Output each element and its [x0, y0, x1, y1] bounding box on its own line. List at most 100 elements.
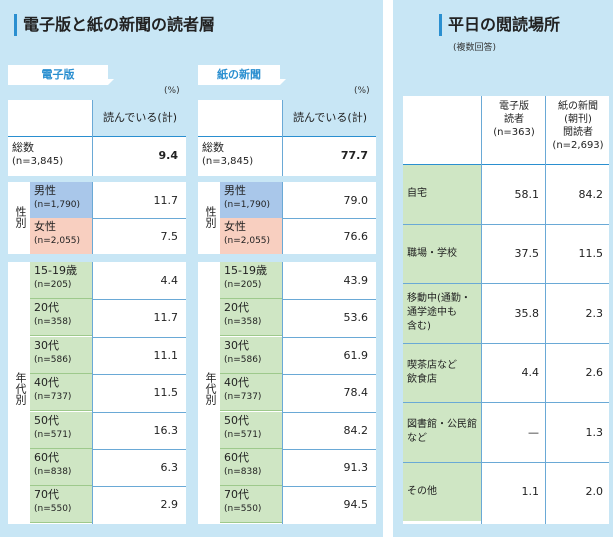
gender-n: (n=1,790): [224, 200, 271, 210]
age-n: (n=205): [34, 280, 72, 290]
age-value: 2.9: [160, 498, 179, 512]
paper-value: 84.2: [578, 187, 604, 201]
divider: [92, 262, 93, 524]
age-row-label: 50代 (n=571): [220, 411, 282, 449]
electronic-value: 35.8: [514, 306, 540, 320]
age-group-label: 年代別: [204, 372, 217, 405]
divider: [403, 164, 609, 165]
age-value: 11.7: [153, 311, 179, 325]
column-header-bg: [282, 100, 376, 136]
age-row-label: 70代 (n=550): [220, 486, 282, 524]
divider: [282, 262, 283, 524]
location-line: 自宅: [407, 188, 427, 200]
age-label: 70代: [34, 488, 59, 502]
divider: [92, 411, 186, 413]
unit-label: (%): [354, 86, 370, 96]
divider: [92, 449, 186, 450]
age-label: 30代: [34, 338, 59, 352]
location-line: など: [407, 433, 427, 445]
age-value: 78.4: [343, 386, 369, 400]
age-row-label: 20代 (n=358): [220, 299, 282, 337]
reading-location-panel: 平日の閲読場所 (複数回答) 電子版 読者 (n=363) 紙の新聞 (朝刊) 閲読者 (n…: [393, 0, 613, 537]
location-label: 職場・学校: [403, 224, 481, 283]
divider: [8, 136, 186, 137]
divider: [92, 486, 186, 488]
electronic-value: 37.5: [514, 247, 540, 261]
divider: [403, 402, 609, 403]
age-n: (n=358): [34, 317, 72, 328]
divider: [282, 136, 283, 176]
divider: [282, 486, 376, 488]
age-row-label: 70代 (n=550): [30, 486, 92, 524]
divider: [92, 336, 186, 338]
total-n: (n=3,845): [202, 156, 254, 167]
age-value: 91.3: [343, 461, 369, 474]
tab-tail: [280, 79, 286, 85]
divider: [403, 461, 609, 463]
age-value: 16.3: [153, 423, 179, 437]
panel-title: 平日の閲読場所: [439, 14, 560, 36]
age-value: 11.5: [153, 386, 179, 400]
total-value: 77.7: [340, 149, 368, 162]
age-n: (n=838): [34, 467, 72, 477]
divider: [282, 182, 283, 254]
age-block: 年代別 15-19歳 (n=205) 4.4 20代 (n=358) 11.7 30代 (n=5…: [8, 262, 186, 524]
paper-value: 2.6: [585, 366, 604, 380]
location-label: 図書館・公民館 など: [403, 403, 481, 462]
age-row-label: 15-19歳 (n=205): [220, 262, 282, 299]
gender-group-label: 性別: [14, 206, 27, 228]
total-label: 総数: [12, 141, 34, 154]
age-value: 53.6: [343, 311, 369, 325]
location-line: 通学途中も: [407, 307, 457, 319]
age-value: 61.9: [343, 348, 369, 362]
age-label: 15-19歳: [224, 264, 267, 277]
divider: [545, 96, 546, 524]
age-label: 20代: [34, 301, 59, 315]
header-line: 読者: [504, 114, 524, 125]
age-label: 50代: [224, 413, 249, 427]
gender-value: 76.6: [343, 230, 369, 243]
divider: [282, 374, 376, 376]
location-label: その他: [403, 462, 481, 521]
age-n: (n=737): [34, 392, 72, 403]
divider: [403, 342, 609, 344]
location-label: 喫茶店など 飲食店: [403, 343, 481, 402]
age-value: 84.2: [343, 423, 369, 437]
gender-value: 79.0: [343, 194, 369, 207]
age-n: (n=205): [224, 280, 262, 290]
reader-demographics-panel: 電子版と紙の新聞の読者層 電子版 (%) 読んでいる(計) 総数 (n=3,845) 9.…: [0, 0, 383, 537]
total-block: 読んでいる(計) 総数 (n=3,845) 77.7: [198, 100, 376, 176]
age-group-label: 年代別: [14, 372, 27, 405]
gender-block: 性別 男性 (n=1,790) 79.0 女性 (n=2,055) 76.6: [198, 182, 376, 254]
age-row-label: 20代 (n=358): [30, 299, 92, 337]
age-label: 15-19歳: [34, 264, 77, 277]
divider: [282, 336, 376, 338]
gender-label: 男性: [224, 184, 246, 197]
gender-row-label: 女性 (n=2,055): [30, 218, 92, 254]
electronic-value: 58.1: [514, 187, 540, 201]
paper-value: 1.3: [585, 425, 604, 439]
age-row-label: 40代 (n=737): [220, 374, 282, 412]
tab-tail: [108, 79, 114, 85]
divider: [282, 299, 376, 301]
age-label: 60代: [34, 451, 59, 464]
unit-label: (%): [164, 86, 180, 96]
age-n: (n=550): [34, 504, 72, 515]
divider: [92, 182, 93, 254]
header-line: (朝刊): [564, 114, 592, 125]
age-label: 40代: [224, 376, 249, 390]
age-row-label: 50代 (n=571): [30, 411, 92, 449]
gender-block: 性別 男性 (n=1,790) 11.7 女性 (n=2,055) 7.5: [8, 182, 186, 254]
age-n: (n=586): [224, 354, 262, 365]
age-value: 4.4: [160, 274, 179, 287]
location-line: 職場・学校: [407, 247, 457, 259]
panel-title: 電子版と紙の新聞の読者層: [14, 14, 215, 36]
divider: [92, 374, 186, 376]
age-label: 50代: [34, 413, 59, 427]
divider: [282, 411, 376, 413]
age-label: 60代: [224, 451, 249, 464]
age-label: 30代: [224, 338, 249, 352]
divider: [403, 283, 609, 284]
col-header-electronic: 電子版 読者 (n=363): [483, 100, 545, 139]
location-label: 自宅: [403, 165, 481, 224]
